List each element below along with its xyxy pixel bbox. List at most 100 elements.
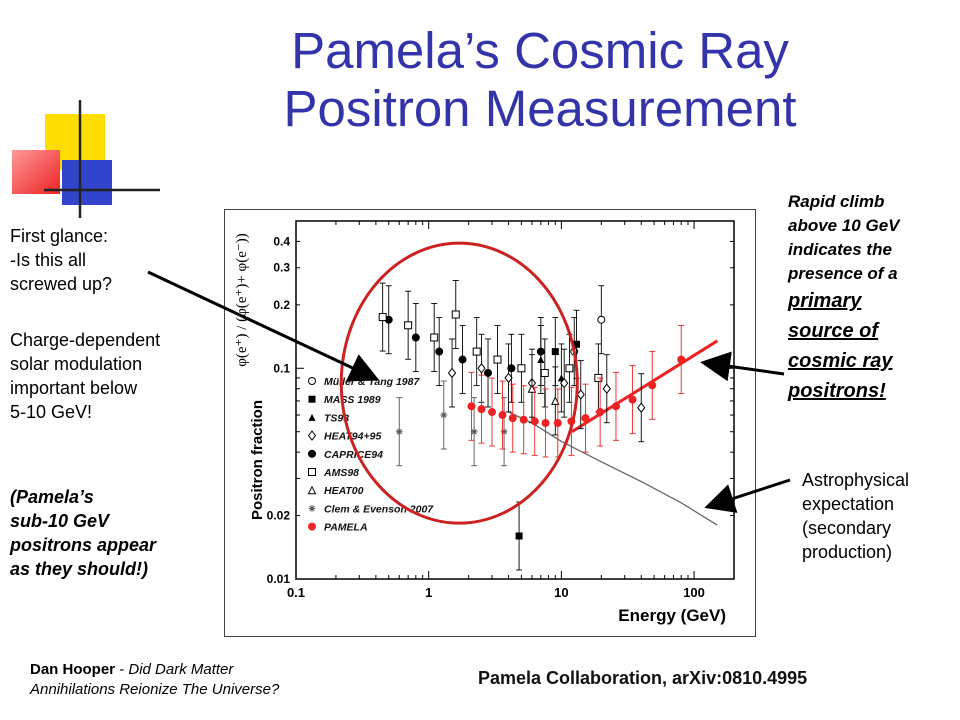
primary-source-fit-line: [571, 339, 719, 433]
legend-marker-m-ller-tang-1987: [308, 377, 316, 385]
footer-separator: -: [115, 661, 129, 678]
point-pamela: [467, 402, 476, 411]
y-tick-label: 0.2: [273, 298, 290, 312]
note-line: above 10 GeV: [788, 216, 900, 235]
note-line: production): [802, 542, 893, 562]
point-m-ller-tang-1987: [597, 315, 606, 324]
point-ams98: [540, 368, 549, 377]
point-heat00: [527, 384, 537, 393]
point-caprice94: [458, 355, 467, 364]
slide-title: Pamela’s Cosmic Ray Positron Measurement: [150, 22, 930, 138]
point-pamela: [498, 411, 507, 420]
note-line: -Is this all: [10, 250, 87, 270]
legend-marker-ts93: [308, 413, 316, 421]
legend-marker-pamela: [308, 522, 316, 531]
annotation-circle: [339, 241, 579, 525]
red-block: [12, 150, 60, 194]
legend-marker-ams98: [308, 468, 316, 476]
point-pamela: [477, 405, 486, 414]
point-mass-1989: [515, 532, 523, 540]
point-pamela: [611, 402, 620, 411]
pamela-sub10-note: (Pamela’s sub-10 GeV positrons appear as…: [10, 485, 210, 581]
note-line: primary: [788, 290, 862, 312]
note-line: (Pamela’s: [10, 487, 94, 507]
note-line: Astrophysical: [802, 470, 910, 490]
point-pamela: [508, 414, 517, 423]
point-clem-evenson-2007: [500, 428, 508, 436]
point-ams98: [378, 313, 387, 322]
overlay-layer: [339, 241, 579, 525]
note-line: source of: [788, 320, 879, 342]
citation: Pamela Collaboration, arXiv:0810.4995: [478, 668, 808, 688]
y-tick-label: 0.3: [273, 261, 290, 275]
note-line: Charge-dependent: [10, 330, 161, 350]
note-line: solar modulation: [10, 354, 143, 374]
talk-title-2: Annihilations Reionize The Universe?: [30, 681, 280, 698]
note-line: screwed up?: [10, 274, 113, 294]
point-ams98: [430, 333, 439, 342]
y-axis-formula: φ(e⁺) / (φ(e⁺)+ φ(e⁻)): [234, 233, 250, 367]
legend-entry-caprice94: CAPRICE94: [324, 449, 383, 461]
note-line: indicates the: [788, 240, 892, 259]
note-line: positrons appear: [10, 535, 157, 555]
y-tick-label: 0.02: [267, 509, 291, 523]
note-line: important below: [10, 378, 138, 398]
legend-entry-clem-evenson-2007: Clem & Evenson 2007: [324, 503, 434, 515]
legend-marker-heat94-95: [307, 430, 317, 441]
y-tick-label: 0.1: [273, 361, 290, 375]
x-tick-label: 0.1: [287, 585, 305, 600]
note-line: Rapid climb: [788, 192, 885, 211]
note-line: cosmic ray: [788, 350, 893, 372]
footer-author: Dan Hooper - Did Dark Matter Annihilatio…: [30, 660, 279, 700]
point-heat94-95: [560, 377, 569, 389]
point-caprice94: [435, 347, 444, 356]
point-heat94-95: [447, 367, 457, 379]
point-clem-evenson-2007: [440, 411, 448, 419]
point-pamela: [677, 355, 686, 364]
note-line: positrons!: [788, 380, 886, 402]
point-caprice94: [507, 364, 516, 373]
talk-title-1: Did Dark Matter: [128, 661, 234, 678]
point-mass-1989: [572, 340, 580, 348]
note-line: First glance:: [10, 226, 109, 246]
astrophysical-note: Astrophysical expectation (secondary pro…: [802, 468, 952, 564]
point-pamela: [487, 408, 496, 417]
point-heat94-95: [602, 383, 611, 395]
point-pamela: [519, 415, 528, 424]
rapid-climb-note: Rapid climb above 10 GeV indicates the p…: [788, 190, 958, 406]
point-pamela: [581, 414, 590, 423]
point-pamela: [596, 408, 605, 417]
legend-marker-clem-evenson-2007: [308, 504, 316, 512]
note-line: sub-10 GeV: [10, 511, 110, 531]
point-caprice94: [484, 368, 493, 377]
solar-modulation-note: Charge-dependent solar modulation import…: [10, 328, 210, 424]
point-ams98: [451, 310, 460, 319]
legend-entry-heat00: HEAT00: [324, 485, 364, 497]
y-tick-label: 0.01: [267, 572, 291, 586]
note-line: presence of a: [788, 264, 898, 283]
point-heat94-95: [637, 402, 646, 414]
title-line-2: Positron Measurement: [283, 80, 797, 137]
plot-area-frame: [295, 220, 735, 580]
point-ams98: [493, 355, 502, 364]
legend-entry-mass-1989: MASS 1989: [324, 394, 381, 406]
legend-marker-mass-1989: [308, 395, 316, 403]
point-pamela: [648, 381, 657, 390]
x-tick-label: 10: [554, 585, 568, 600]
legend-entry-pamela: PAMELA: [324, 522, 368, 534]
point-mass-1989: [551, 348, 559, 356]
decorative-blocks: [12, 100, 160, 218]
legend-marker-heat00: [307, 485, 317, 495]
footer-line-1: Dan Hooper - Did Dark Matter: [30, 660, 279, 680]
note-line: expectation: [802, 494, 895, 514]
legend-entry-m-ller-tang-1987: Müller & Tang 1987: [324, 376, 420, 388]
footer-line-2: Annihilations Reionize The Universe?: [30, 680, 279, 700]
x-axis-label: Energy (GeV): [618, 606, 726, 625]
point-ams98: [565, 364, 574, 373]
y-tick-label: 0.4: [273, 234, 290, 248]
point-pamela: [553, 418, 562, 427]
point-ams98: [472, 347, 481, 356]
point-ams98: [404, 321, 413, 330]
note-line: 5-10 GeV!: [10, 402, 93, 422]
chart-frame: [224, 209, 756, 637]
